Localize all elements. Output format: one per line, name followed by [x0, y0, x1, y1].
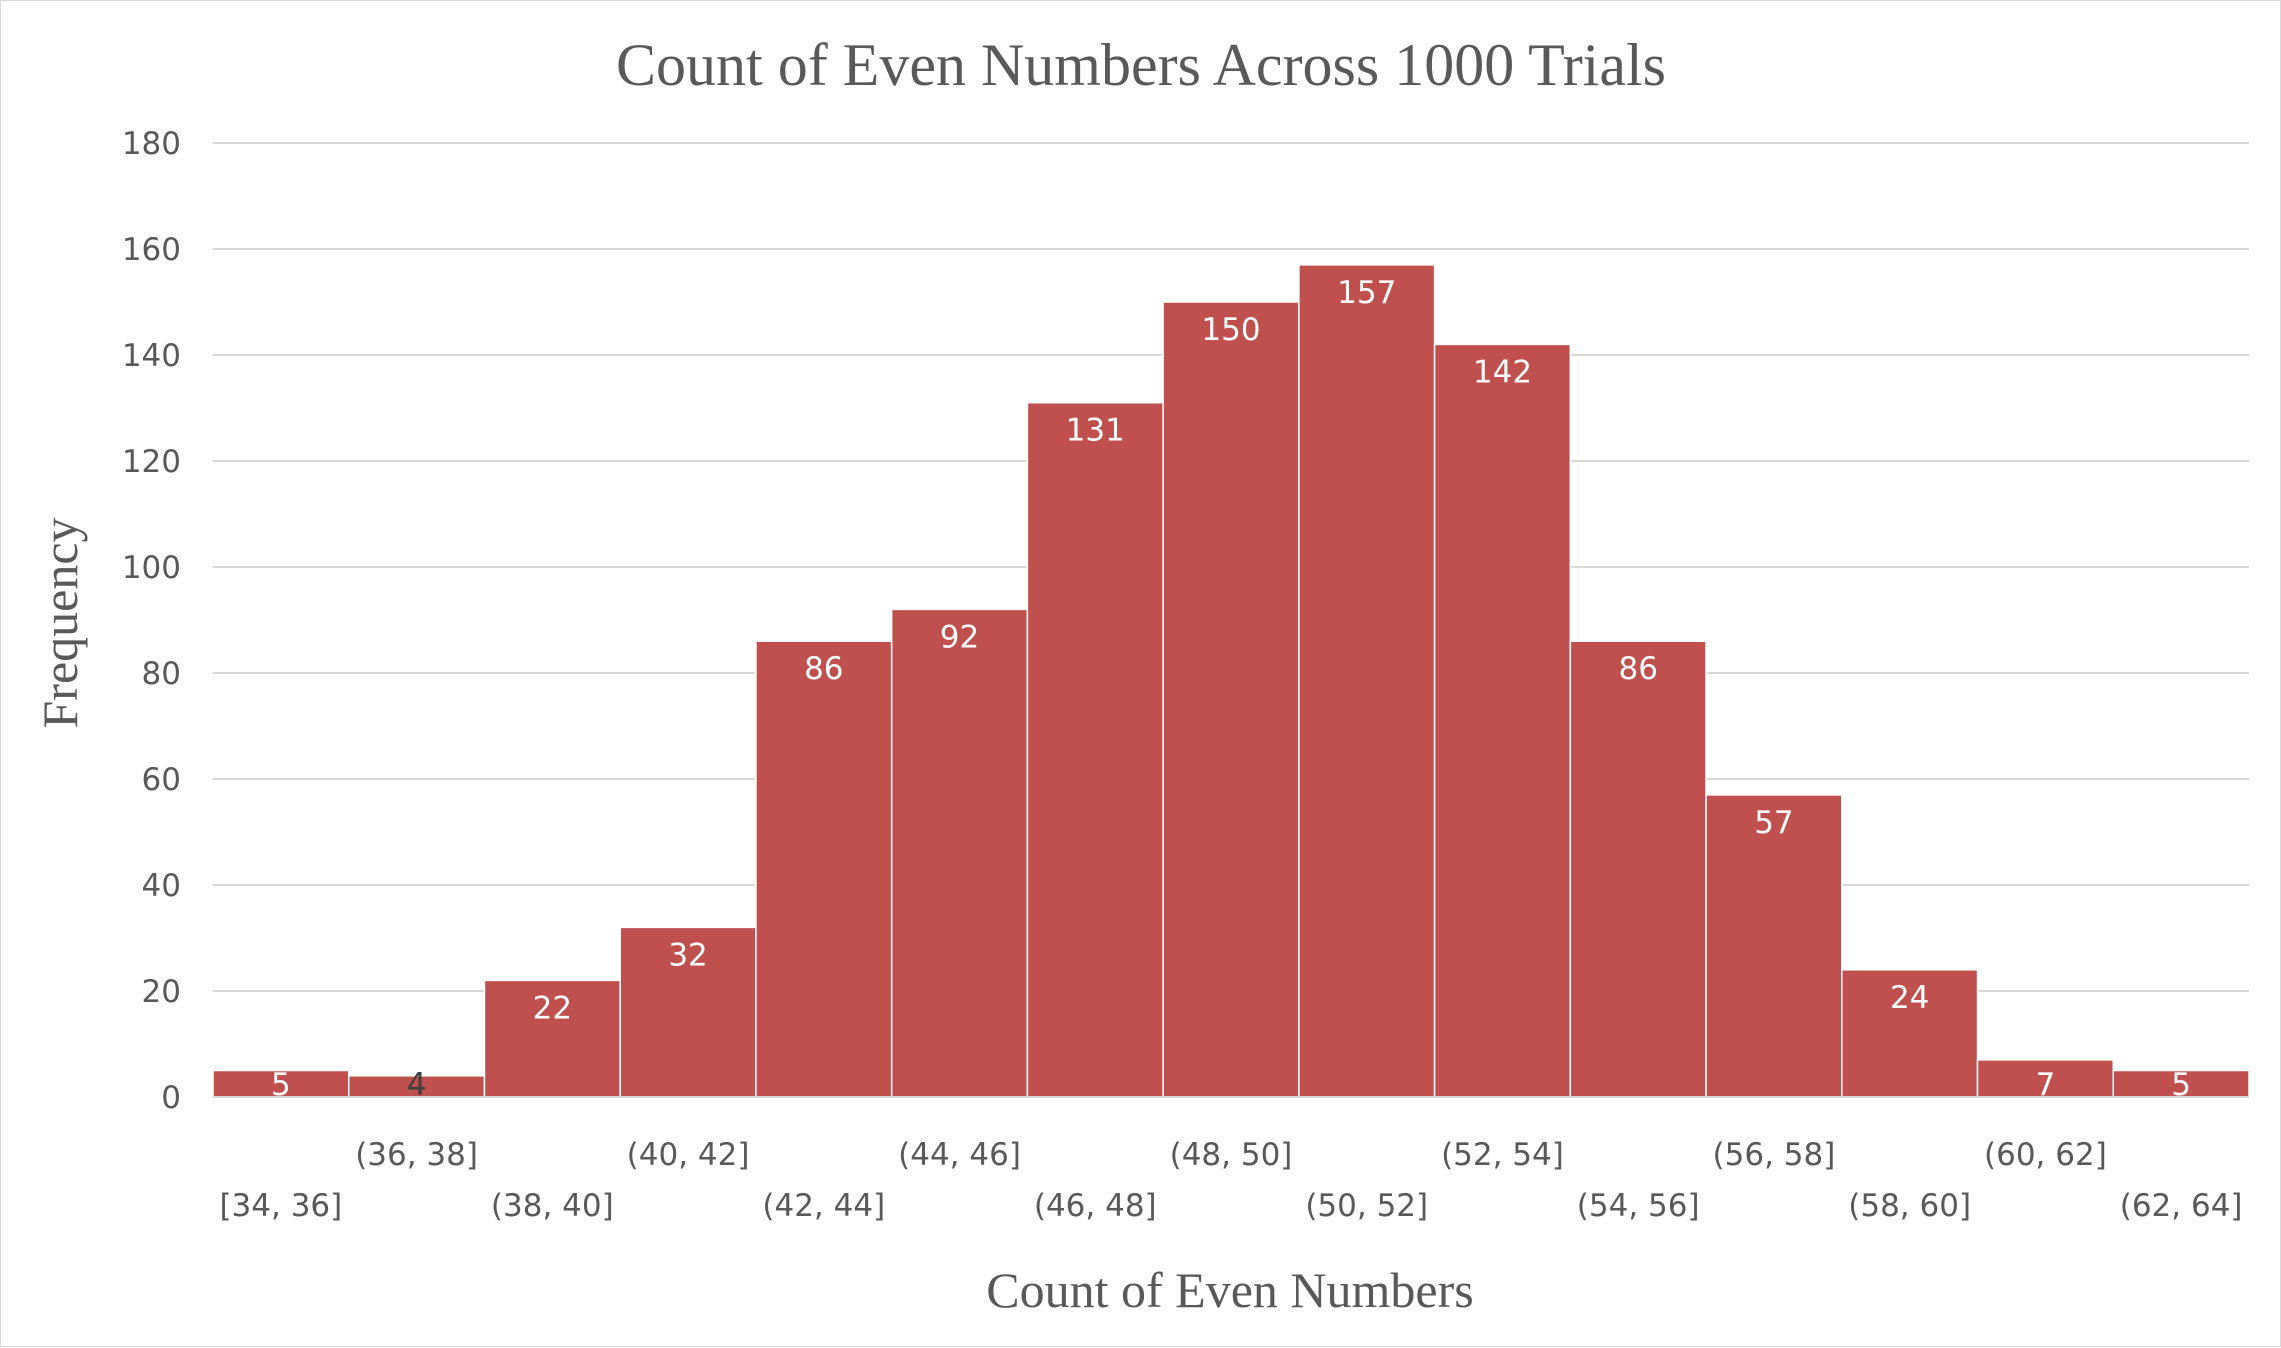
data-label: 86 [1618, 651, 1657, 687]
data-label: 24 [1890, 980, 1929, 1016]
data-label: 131 [1066, 413, 1125, 449]
chart-title: Count of Even Numbers Across 1000 Trials [616, 32, 1666, 98]
data-label: 142 [1473, 354, 1532, 390]
x-tick-label: (58, 60] [1848, 1188, 1971, 1224]
bar [1026, 401, 1164, 1098]
y-tick-label: 180 [122, 126, 181, 162]
x-axis-ticks: [34, 36] (36, 38] (38, 40] (40, 42] (42, 44]… [219, 1137, 2242, 1224]
bar [1298, 264, 1436, 1098]
y-tick-label: 100 [122, 550, 181, 586]
data-label: 92 [940, 619, 979, 655]
bar [2112, 1069, 2250, 1098]
bar [1569, 640, 1707, 1098]
data-label: 5 [2171, 1067, 2191, 1103]
x-tick-label: (62, 64] [2120, 1188, 2243, 1224]
x-tick-label: (60, 62] [1984, 1137, 2107, 1173]
x-tick-label: (52, 54] [1441, 1137, 1564, 1173]
x-tick-label: (40, 42] [627, 1137, 750, 1173]
bar [483, 979, 621, 1098]
x-tick-label: (44, 46] [898, 1137, 1021, 1173]
y-tick-label: 0 [161, 1080, 181, 1116]
x-tick-label: (36, 38] [355, 1137, 478, 1173]
y-tick-label: 80 [142, 656, 181, 692]
y-tick-label: 160 [122, 232, 181, 268]
x-tick-label: (38, 40] [491, 1188, 614, 1224]
x-tick-label: (50, 52] [1305, 1188, 1428, 1224]
x-tick-label: (48, 50] [1170, 1137, 1293, 1173]
y-tick-label: 40 [142, 868, 181, 904]
data-label: 57 [1754, 805, 1793, 841]
data-label: 22 [533, 990, 572, 1026]
bar [619, 926, 757, 1098]
data-labels: 5 4 22 32 86 92 131 150 157 142 86 57 24 7 5 [271, 275, 2191, 1103]
data-label: 157 [1337, 275, 1396, 311]
y-tick-label: 60 [142, 762, 181, 798]
x-tick-label: (46, 48] [1034, 1188, 1157, 1224]
data-label: 5 [271, 1067, 291, 1103]
bar [1162, 301, 1300, 1098]
x-tick-label: (54, 56] [1577, 1188, 1700, 1224]
bar [1705, 794, 1843, 1098]
x-tick-label: (42, 44] [762, 1188, 885, 1224]
data-label: 7 [2036, 1067, 2056, 1103]
y-axis-title: Frequency [32, 517, 88, 728]
bar [755, 640, 893, 1098]
bar [890, 608, 1029, 1098]
x-tick-label: (56, 58] [1713, 1137, 1836, 1173]
y-tick-label: 140 [122, 338, 181, 374]
bar [1433, 343, 1572, 1098]
data-label: 150 [1201, 312, 1260, 348]
bars [212, 264, 2250, 1098]
data-label: 32 [668, 937, 707, 973]
y-tick-label: 20 [142, 974, 181, 1010]
x-axis-title: Count of Even Numbers [986, 1262, 1473, 1318]
x-tick-label: [34, 36] [219, 1188, 342, 1224]
data-label: 86 [804, 651, 843, 687]
data-label: 4 [407, 1067, 427, 1103]
y-tick-label: 120 [122, 444, 181, 480]
y-axis-ticks: 0 20 40 60 80 100 120 140 160 180 [122, 126, 181, 1116]
